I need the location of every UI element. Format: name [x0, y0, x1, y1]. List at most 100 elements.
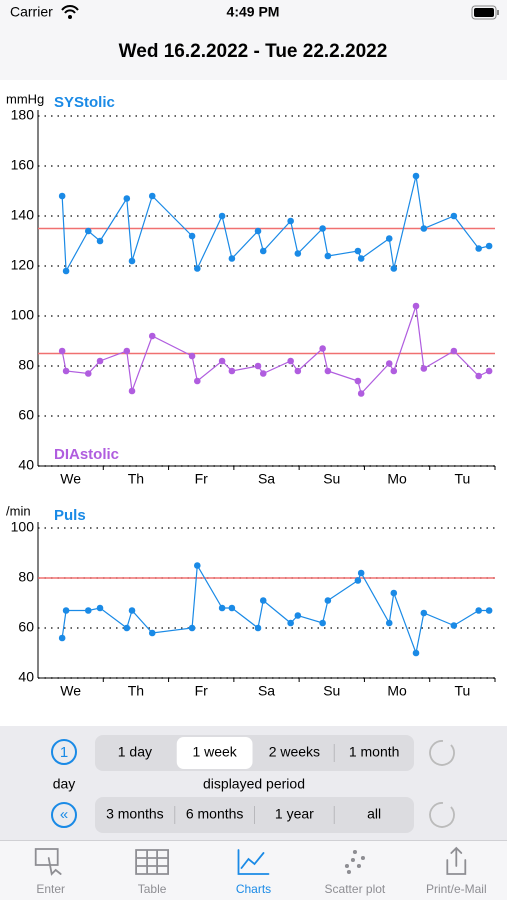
- data-point: [218, 357, 226, 365]
- data-point: [62, 367, 70, 375]
- data-point: [324, 367, 332, 375]
- y-tick-label: 80: [18, 569, 34, 585]
- data-point: [354, 377, 362, 385]
- data-point: [228, 604, 236, 612]
- battery-icon: [471, 5, 497, 20]
- segment-option[interactable]: 1 year: [275, 806, 314, 822]
- data-point: [259, 597, 267, 604]
- tab[interactable]: Charts: [236, 849, 271, 896]
- data-point: [357, 255, 365, 262]
- series-label: Puls: [54, 507, 86, 524]
- data-point: [123, 624, 131, 632]
- y-axis-label: mmHg: [6, 91, 44, 106]
- tab[interactable]: Print/e-Mail: [426, 846, 487, 896]
- data-point: [294, 612, 302, 619]
- segment-option[interactable]: 1 week: [192, 744, 237, 760]
- tab-label: Charts: [236, 882, 271, 896]
- battery-level: [474, 8, 494, 17]
- data-point: [84, 607, 92, 614]
- series-line: [61, 305, 490, 395]
- x-tick-label: Sa: [258, 683, 275, 699]
- clock: 4:49 PM: [227, 4, 280, 20]
- period-title: Wed 16.2.2022 - Tue 22.2.2022: [119, 41, 388, 62]
- y-tick-label: 100: [11, 307, 35, 323]
- y-tick-label: 120: [11, 257, 35, 273]
- data-point: [188, 624, 196, 632]
- y-tick-label: 40: [18, 457, 34, 473]
- wifi-icon: [68, 15, 72, 19]
- data-point: [188, 232, 196, 240]
- data-point: [485, 367, 493, 375]
- data-point: [287, 619, 294, 627]
- segment-option[interactable]: all: [367, 806, 381, 822]
- tab-icon: [446, 846, 467, 875]
- data-point: [390, 367, 398, 375]
- data-point: [319, 619, 326, 627]
- data-point: [148, 332, 156, 340]
- data-point: [357, 569, 365, 577]
- wifi-icon: [61, 5, 79, 14]
- data-point: [450, 347, 458, 355]
- y-axis-label: /min: [6, 503, 31, 518]
- data-point: [324, 597, 332, 604]
- segment-option[interactable]: 6 months: [186, 806, 244, 822]
- data-point: [385, 619, 393, 627]
- data-point: [412, 649, 420, 657]
- data-point: [58, 192, 66, 200]
- day-step-icon: 1: [60, 744, 68, 761]
- reset-button[interactable]: [429, 740, 455, 766]
- data-point: [228, 255, 236, 262]
- data-point: [412, 302, 420, 310]
- data-point: [287, 357, 294, 365]
- period-caption: displayed period: [203, 776, 305, 792]
- y-tick-label: 100: [11, 519, 35, 535]
- data-point: [96, 604, 104, 612]
- y-tick-label: 60: [18, 619, 34, 635]
- tab[interactable]: Enter: [34, 848, 65, 896]
- carrier: Carrier: [10, 4, 53, 20]
- data-point: [96, 357, 104, 365]
- data-point: [420, 365, 428, 372]
- header-background: [0, 0, 507, 80]
- data-point: [385, 235, 393, 242]
- series-label: DIAstolic: [54, 446, 119, 463]
- segment-option[interactable]: 3 months: [106, 806, 164, 822]
- tab-bar-background: [0, 840, 507, 900]
- day-step-button[interactable]: [51, 739, 77, 765]
- data-point: [254, 362, 262, 370]
- data-point: [412, 172, 420, 180]
- data-point: [324, 252, 332, 260]
- data-point: [218, 212, 226, 220]
- data-point: [148, 192, 156, 200]
- y-tick-label: 40: [18, 669, 34, 685]
- series-label: SYStolic: [54, 94, 115, 111]
- reset-button[interactable]: [429, 802, 455, 828]
- y-tick-label: 160: [11, 157, 35, 173]
- data-point: [287, 217, 294, 225]
- y-tick-label: 80: [18, 357, 34, 373]
- x-tick-label: Fr: [195, 471, 209, 487]
- data-point: [259, 247, 267, 255]
- tab-label: Scatter plot: [325, 882, 386, 896]
- data-point: [354, 577, 362, 584]
- segment-option[interactable]: 1 day: [118, 744, 152, 760]
- y-tick-label: 140: [11, 207, 35, 223]
- segment-option[interactable]: 2 weeks: [269, 744, 320, 760]
- x-tick-label: Fr: [195, 683, 209, 699]
- data-point: [294, 250, 302, 257]
- tab-label: Table: [138, 882, 167, 896]
- data-point: [475, 607, 482, 614]
- tab-icon: [237, 849, 270, 875]
- data-point: [450, 622, 458, 629]
- data-point: [390, 589, 398, 597]
- data-point: [294, 367, 302, 375]
- data-point: [485, 242, 493, 250]
- segment-option[interactable]: 1 month: [349, 744, 400, 760]
- data-point: [128, 387, 136, 395]
- tab[interactable]: Table: [135, 849, 169, 896]
- x-tick-label: Th: [128, 471, 144, 487]
- x-tick-label: Su: [323, 683, 340, 699]
- back-button[interactable]: [51, 802, 77, 828]
- tab[interactable]: Scatter plot: [325, 850, 386, 896]
- data-point: [228, 367, 236, 375]
